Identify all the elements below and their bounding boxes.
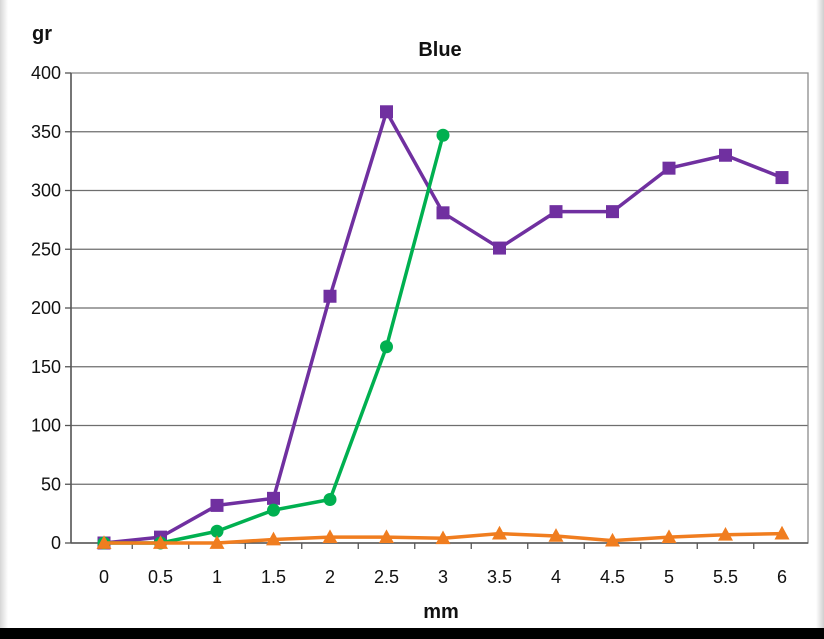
x-tick-label-5: 2.5: [374, 567, 399, 587]
data-point-triangle-0: [96, 535, 112, 549]
y-tick-label-200: 200: [31, 298, 61, 318]
y-tick-label-350: 350: [31, 122, 61, 142]
axes: [65, 72, 808, 549]
data-point-circle-4: [323, 493, 337, 507]
data-point-square-12: [775, 171, 789, 185]
data-point-square-7: [493, 241, 506, 255]
data-point-circle-5: [380, 340, 393, 354]
data-point-square-4: [323, 289, 337, 303]
y-tick-label-300: 300: [31, 181, 61, 201]
x-tick-label-10: 5: [664, 567, 674, 587]
data-point-triangle-3: [266, 531, 281, 546]
data-point-square-5: [380, 105, 393, 119]
data-point-triangle-1: [153, 535, 168, 549]
gridlines: [71, 131, 808, 485]
x-tick-label-1: 0.5: [148, 567, 173, 587]
right-edge-shade: [816, 0, 824, 628]
data-point-square-8: [549, 205, 563, 219]
data-point-triangle-4: [322, 529, 338, 543]
y-tick-label-400: 400: [31, 63, 61, 83]
data-point-triangle-8: [548, 528, 564, 542]
x-tick-label-11: 5.5: [713, 567, 738, 587]
x-tick-label-12: 6: [777, 567, 787, 587]
series-square: [97, 105, 789, 550]
data-point-triangle-5: [379, 529, 394, 543]
x-tick-label-0: 0: [99, 567, 109, 587]
data-point-square-6: [436, 206, 450, 220]
data-point-square-2: [210, 498, 224, 512]
x-tick-label-8: 4: [551, 567, 561, 587]
series-line-square: [103, 110, 783, 545]
data-point-square-11: [719, 148, 732, 162]
y-tick-label-50: 50: [41, 474, 61, 494]
data-point-circle-2: [210, 524, 224, 538]
series-triangle: [96, 525, 790, 549]
x-tick-label-4: 2: [325, 567, 335, 587]
data-point-triangle-6: [435, 530, 451, 545]
x-tick-label-9: 4.5: [600, 567, 625, 587]
y-tick-label-150: 150: [31, 357, 61, 377]
y-tick-labels: 0 50 100 150 200 250 300 350 400: [31, 63, 61, 553]
y-axis-label: gr: [32, 23, 52, 45]
data-point-triangle-7: [492, 525, 507, 540]
y-tick-label-250: 250: [31, 239, 61, 259]
series-circle: [97, 128, 450, 550]
y-tick-label-100: 100: [31, 416, 61, 436]
x-tick-label-6: 3: [438, 567, 448, 587]
data-point-triangle-2: [209, 535, 225, 549]
chart-title: Blue: [418, 39, 461, 61]
data-point-circle-3: [267, 503, 280, 517]
data-point-triangle-10: [661, 529, 677, 543]
data-point-triangle-9: [605, 532, 620, 547]
data-point-triangle-12: [774, 525, 790, 540]
x-axis-label: mm: [423, 601, 459, 623]
left-edge-shade: [0, 0, 8, 628]
x-tick-label-3: 1.5: [261, 567, 286, 587]
data-point-square-3: [267, 491, 280, 505]
series-group: [96, 105, 790, 550]
data-point-square-10: [662, 161, 676, 175]
data-point-triangle-11: [718, 526, 733, 541]
series-line-circle: [104, 134, 445, 545]
y-tick-label-0: 0: [51, 533, 61, 553]
bottom-black-bar: [0, 628, 824, 639]
x-tick-labels: 0 0.5 1 1.5 2 2.5 3 3.5 4 4.5 5 5.5 6: [99, 567, 787, 587]
x-tick-label-2: 1: [212, 567, 222, 587]
data-point-square-9: [606, 205, 619, 219]
data-point-circle-6: [436, 128, 450, 142]
x-tick-label-7: 3.5: [487, 567, 512, 587]
